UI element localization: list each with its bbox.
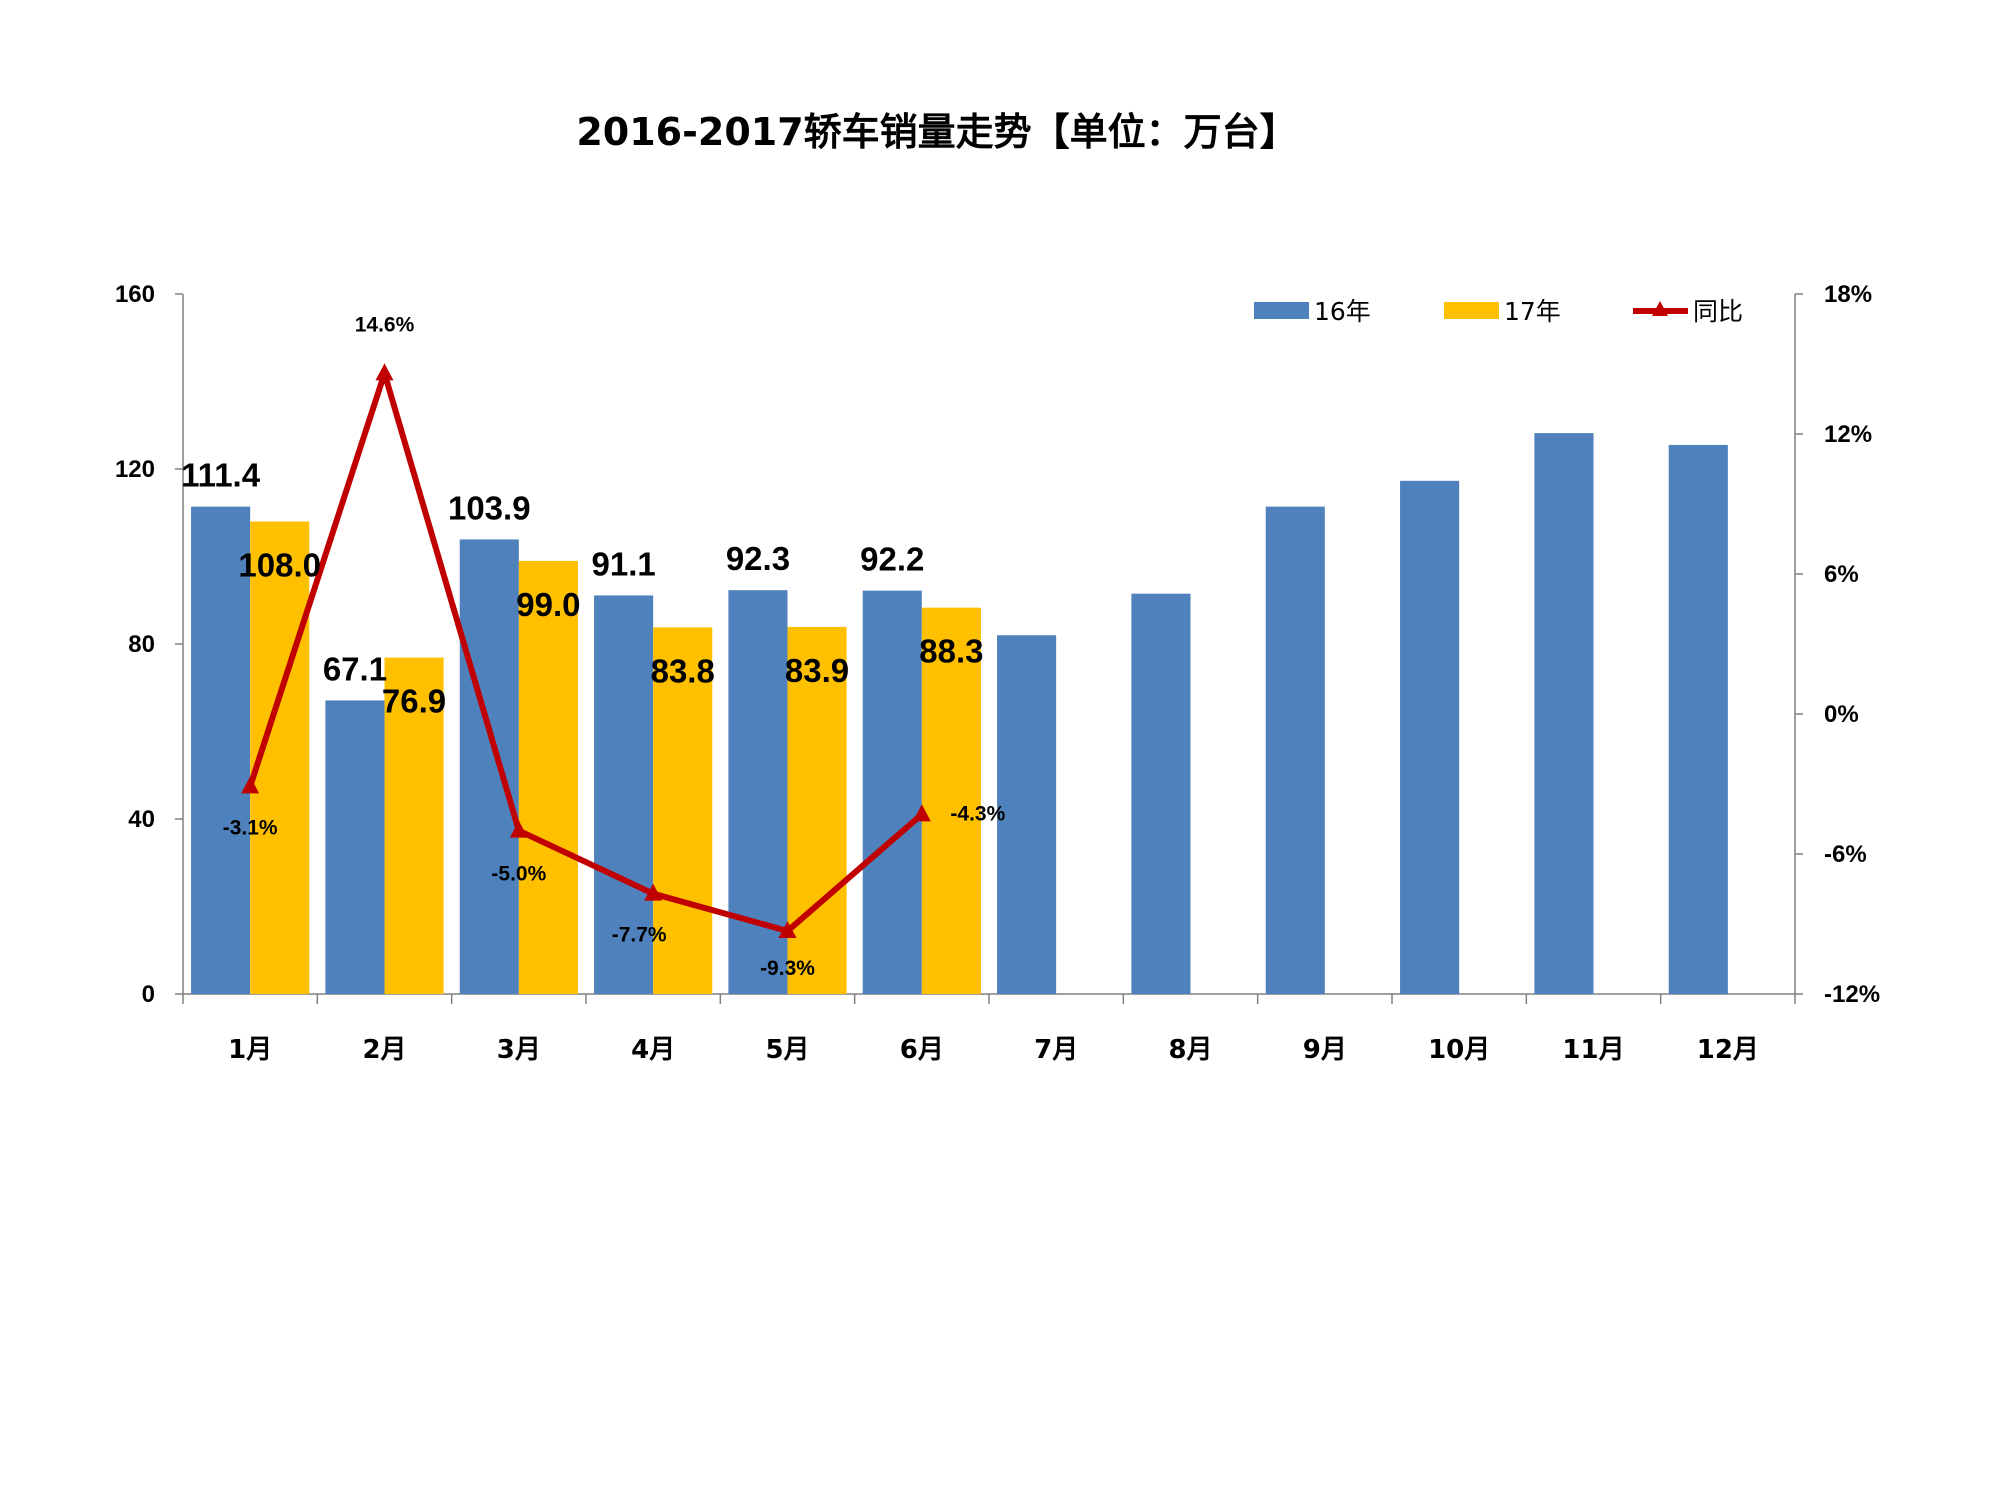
bar-17-label: 99.0 — [516, 586, 580, 623]
x-tick-label: 10月 — [1428, 1035, 1490, 1065]
bars — [191, 433, 1728, 994]
yoy-point-marker — [778, 921, 797, 938]
bar-16-label: 111.4 — [181, 457, 261, 494]
bar-17-label: 108.0 — [238, 547, 321, 584]
legend-marker-yoy — [1652, 301, 1668, 316]
yoy-point-marker — [912, 804, 931, 822]
bar-16 — [862, 590, 922, 994]
bar-17 — [653, 627, 713, 994]
left-tick-label: 160 — [115, 281, 155, 308]
bar-16 — [728, 590, 788, 994]
legend-label-yoy: 同比 — [1693, 297, 1743, 326]
x-tick-label: 3月 — [497, 1035, 541, 1065]
bar-17 — [787, 626, 847, 994]
bar-16-label: 92.3 — [726, 540, 790, 577]
yoy-label: -9.3% — [760, 957, 815, 980]
right-tick-label: -6% — [1824, 841, 1867, 868]
bar-16 — [325, 700, 385, 994]
yoy-point-marker — [509, 820, 528, 838]
x-tick-label: 7月 — [1034, 1035, 1078, 1065]
x-tick-label: 9月 — [1303, 1035, 1347, 1065]
legend-label-17: 17年 — [1504, 297, 1561, 326]
data-labels: 111.4 108.0 67.176.9 103.9 99.0 91.1 83.8 92.3 8… — [181, 313, 1005, 980]
bar-17-label: 88.3 — [919, 633, 983, 670]
x-tick-label: 12月 — [1697, 1035, 1759, 1065]
yoy-line — [241, 363, 931, 938]
yoy-point-marker — [375, 363, 394, 381]
legend-swatch-16 — [1254, 302, 1309, 319]
legend-swatch-17 — [1444, 302, 1499, 319]
bar-16-label: 103.9 — [448, 489, 531, 526]
axes: 0 40 80 120 160 -12% -6% 0% 6% 12% 18% 1月 2月 3月 4月 5月 6月… — [115, 281, 1880, 1065]
yoy-point-marker — [644, 883, 663, 901]
bar-16 — [191, 506, 251, 994]
bar-16-label: 67.1 — [323, 650, 387, 687]
right-tick-label: -12% — [1824, 981, 1880, 1008]
bar-16 — [1131, 593, 1191, 994]
bar-16 — [459, 539, 519, 994]
left-tick-label: 40 — [128, 806, 155, 833]
x-tick-label: 2月 — [362, 1035, 406, 1065]
x-tick-label: 8月 — [1168, 1035, 1212, 1065]
x-tick-label: 6月 — [900, 1035, 944, 1065]
bar-16 — [1265, 506, 1325, 994]
yoy-series-line — [247, 363, 924, 935]
legend-label-16: 16年 — [1314, 297, 1371, 326]
bar-17-label: 83.8 — [651, 652, 715, 689]
bar-16-label: 91.1 — [591, 545, 655, 582]
right-tick-label: 12% — [1824, 421, 1872, 448]
bar-17-label: 76.9 — [382, 683, 446, 720]
yoy-label: -4.3% — [950, 802, 1005, 825]
bar-17 — [518, 560, 578, 994]
left-tick-label: 0 — [142, 981, 155, 1008]
right-tick-label: 0% — [1824, 701, 1859, 728]
chart-title: 2016-2017轿车销量走势【单位：万台】 — [576, 110, 1297, 154]
bar-17 — [921, 607, 981, 994]
left-tick-label: 80 — [128, 631, 155, 658]
yoy-label: -7.7% — [612, 924, 667, 947]
bar-16 — [594, 595, 654, 994]
right-tick-label: 18% — [1824, 281, 1872, 308]
bar-16 — [997, 635, 1057, 994]
yoy-label: -3.1% — [223, 816, 278, 839]
yoy-label: -5.0% — [491, 863, 546, 886]
yoy-point-marker — [241, 776, 260, 794]
bar-17-label: 83.9 — [785, 652, 849, 689]
bar-17 — [384, 657, 444, 994]
legend: 16年 17年 同比 — [1254, 297, 1743, 326]
bar-16 — [1534, 433, 1594, 994]
x-tick-label: 11月 — [1562, 1035, 1624, 1065]
right-tick-label: 6% — [1824, 561, 1859, 588]
yoy-label: 14.6% — [355, 313, 415, 336]
bar-16 — [1400, 480, 1460, 994]
bar-16 — [1668, 444, 1728, 994]
x-tick-label: 4月 — [631, 1035, 675, 1065]
left-tick-label: 120 — [115, 456, 155, 483]
x-tick-label: 1月 — [228, 1035, 272, 1065]
bar-16-label: 92.2 — [860, 541, 924, 578]
x-tick-label: 5月 — [765, 1035, 809, 1065]
